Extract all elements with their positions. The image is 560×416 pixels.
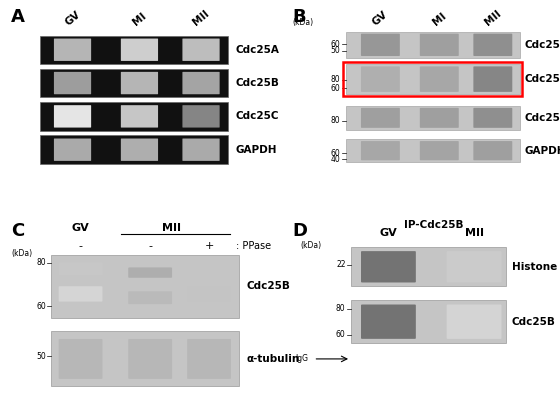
FancyBboxPatch shape bbox=[420, 141, 459, 160]
Text: (kDa): (kDa) bbox=[11, 249, 32, 258]
Text: Histone H1: Histone H1 bbox=[512, 262, 560, 272]
FancyBboxPatch shape bbox=[121, 72, 158, 94]
FancyBboxPatch shape bbox=[361, 108, 400, 128]
FancyBboxPatch shape bbox=[361, 141, 400, 160]
Text: GAPDH: GAPDH bbox=[236, 145, 277, 155]
Text: (kDa): (kDa) bbox=[300, 241, 321, 250]
Text: 50: 50 bbox=[330, 46, 340, 55]
FancyBboxPatch shape bbox=[54, 39, 91, 61]
FancyBboxPatch shape bbox=[420, 34, 459, 56]
FancyBboxPatch shape bbox=[121, 139, 158, 161]
FancyBboxPatch shape bbox=[54, 72, 91, 94]
Text: +: + bbox=[204, 241, 214, 251]
Text: 60: 60 bbox=[330, 149, 340, 158]
Text: GV: GV bbox=[72, 223, 90, 233]
Text: 60: 60 bbox=[36, 302, 46, 311]
FancyBboxPatch shape bbox=[361, 34, 400, 56]
Text: MII: MII bbox=[483, 8, 503, 28]
Text: IgG: IgG bbox=[295, 354, 308, 364]
FancyBboxPatch shape bbox=[361, 67, 400, 92]
Text: C: C bbox=[11, 222, 24, 240]
Text: 80: 80 bbox=[330, 75, 340, 84]
FancyBboxPatch shape bbox=[183, 139, 220, 161]
Text: (kDa): (kDa) bbox=[292, 18, 313, 27]
FancyBboxPatch shape bbox=[183, 72, 220, 94]
Text: 40: 40 bbox=[330, 154, 340, 163]
Text: MII: MII bbox=[465, 228, 484, 238]
FancyBboxPatch shape bbox=[361, 305, 416, 339]
Text: D: D bbox=[292, 222, 307, 240]
Bar bbox=[346, 32, 520, 58]
Text: Cdc25B: Cdc25B bbox=[512, 317, 556, 327]
Text: GV: GV bbox=[63, 10, 82, 28]
Text: IP-Cdc25B: IP-Cdc25B bbox=[404, 220, 464, 230]
FancyBboxPatch shape bbox=[420, 67, 459, 92]
FancyBboxPatch shape bbox=[121, 39, 158, 61]
Bar bbox=[40, 102, 228, 131]
FancyBboxPatch shape bbox=[128, 291, 172, 304]
Bar bbox=[346, 139, 520, 162]
Text: MI: MI bbox=[431, 11, 448, 28]
Text: MII: MII bbox=[162, 223, 181, 233]
FancyBboxPatch shape bbox=[54, 139, 91, 161]
Bar bbox=[346, 64, 520, 94]
FancyBboxPatch shape bbox=[183, 105, 220, 128]
FancyBboxPatch shape bbox=[473, 108, 512, 128]
Text: 60: 60 bbox=[330, 84, 340, 93]
Text: B: B bbox=[292, 8, 306, 26]
Bar bbox=[351, 300, 506, 343]
Text: Cdc25B: Cdc25B bbox=[236, 78, 279, 88]
FancyBboxPatch shape bbox=[54, 105, 91, 128]
FancyBboxPatch shape bbox=[59, 339, 102, 379]
Text: GV: GV bbox=[380, 228, 397, 238]
Text: : PPase: : PPase bbox=[236, 241, 271, 251]
Text: Cdc25A: Cdc25A bbox=[525, 40, 560, 50]
Bar bbox=[51, 255, 239, 318]
FancyBboxPatch shape bbox=[473, 34, 512, 56]
Text: 80: 80 bbox=[336, 304, 346, 313]
Bar bbox=[40, 69, 228, 97]
FancyBboxPatch shape bbox=[59, 262, 102, 275]
FancyBboxPatch shape bbox=[187, 339, 231, 379]
FancyBboxPatch shape bbox=[59, 286, 102, 302]
Bar bbox=[346, 106, 520, 130]
FancyBboxPatch shape bbox=[361, 251, 416, 282]
Text: Cdc25C: Cdc25C bbox=[525, 113, 560, 123]
Text: α-tubulin: α-tubulin bbox=[246, 354, 300, 364]
Text: Cdc25C: Cdc25C bbox=[236, 111, 279, 121]
Text: MII: MII bbox=[191, 8, 211, 28]
Bar bbox=[40, 136, 228, 164]
Bar bbox=[351, 247, 506, 286]
Text: A: A bbox=[11, 8, 25, 26]
Text: 50: 50 bbox=[36, 352, 46, 361]
FancyBboxPatch shape bbox=[121, 105, 158, 128]
FancyBboxPatch shape bbox=[447, 251, 502, 282]
Text: MI: MI bbox=[131, 11, 148, 28]
Text: Cdc25B: Cdc25B bbox=[525, 74, 560, 84]
Text: 60: 60 bbox=[330, 40, 340, 49]
Text: GAPDH: GAPDH bbox=[525, 146, 560, 156]
FancyBboxPatch shape bbox=[473, 141, 512, 160]
FancyBboxPatch shape bbox=[420, 108, 459, 128]
Text: 80: 80 bbox=[330, 116, 340, 125]
FancyBboxPatch shape bbox=[128, 339, 172, 379]
Bar bbox=[343, 62, 522, 96]
Text: Cdc25B: Cdc25B bbox=[246, 281, 291, 291]
Bar bbox=[51, 332, 239, 386]
Text: 22: 22 bbox=[336, 260, 346, 269]
Text: -: - bbox=[148, 241, 152, 251]
Bar bbox=[40, 35, 228, 64]
FancyBboxPatch shape bbox=[473, 67, 512, 92]
Text: 80: 80 bbox=[36, 258, 46, 267]
FancyBboxPatch shape bbox=[128, 267, 172, 278]
Text: -: - bbox=[78, 241, 82, 251]
Text: GV: GV bbox=[371, 10, 390, 28]
Text: 60: 60 bbox=[336, 330, 346, 339]
FancyBboxPatch shape bbox=[187, 286, 231, 302]
FancyBboxPatch shape bbox=[183, 39, 220, 61]
Text: Cdc25A: Cdc25A bbox=[236, 45, 279, 55]
FancyBboxPatch shape bbox=[447, 305, 502, 339]
